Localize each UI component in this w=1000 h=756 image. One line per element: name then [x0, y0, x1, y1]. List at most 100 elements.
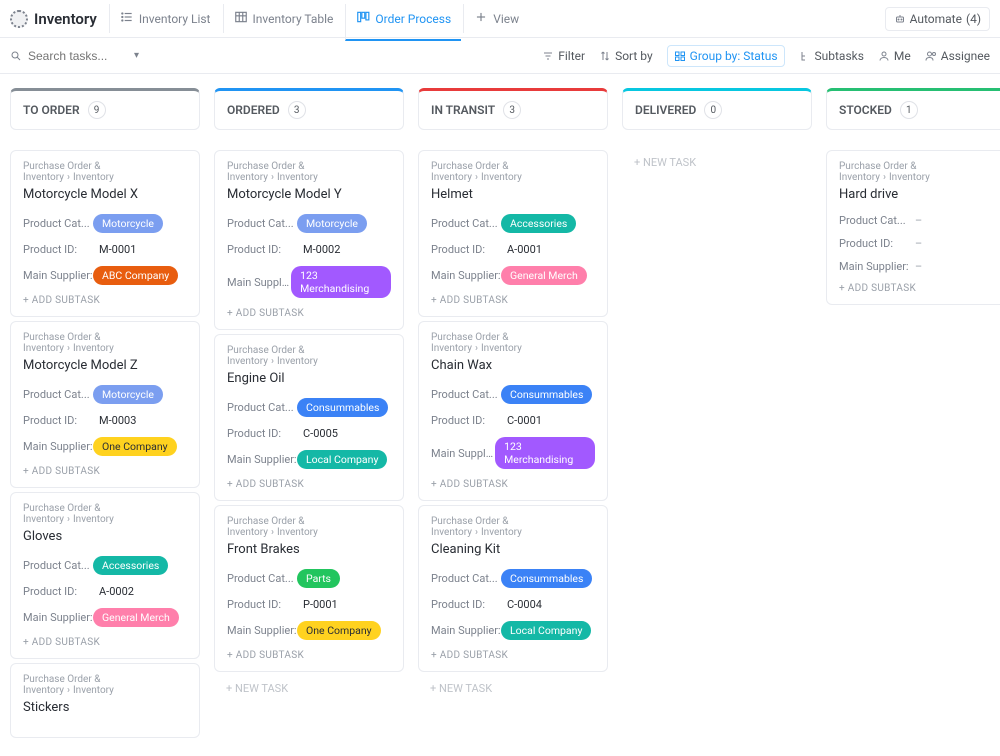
- add-subtask-button[interactable]: + ADD SUBTASK: [23, 466, 187, 477]
- assignee-icon: [925, 50, 937, 62]
- task-card[interactable]: Purchase Order & Inventory›InventoryMoto…: [10, 321, 200, 488]
- field-label: Product Cat...: [23, 559, 93, 572]
- column-header[interactable]: ORDERED3: [214, 88, 404, 130]
- add-subtask-button[interactable]: + ADD SUBTASK: [431, 650, 595, 661]
- field-label: Main Supplier:: [23, 440, 93, 453]
- tab-label: Order Process: [375, 12, 451, 26]
- chevron-down-icon[interactable]: ▾: [134, 50, 139, 61]
- field-label: Main Supplier:: [431, 624, 501, 637]
- tab-view[interactable]: View: [463, 4, 529, 33]
- page-title: Inventory: [34, 10, 97, 28]
- field-label: Main Supplier:: [227, 276, 291, 289]
- search-wrap[interactable]: ▾: [10, 49, 160, 63]
- card-title: Helmet: [431, 187, 595, 202]
- field-label: Product Cat...: [227, 217, 297, 230]
- category-tag: Motorcycle: [297, 214, 367, 233]
- field-label: Product ID:: [839, 237, 909, 250]
- tab-label: Inventory List: [139, 12, 211, 26]
- card-title: Chain Wax: [431, 358, 595, 373]
- assignee-button[interactable]: Assignee: [925, 49, 990, 63]
- new-task-button[interactable]: + NEW TASK: [214, 676, 404, 701]
- field-label: Product Cat...: [431, 572, 501, 585]
- field-value: –: [909, 214, 922, 227]
- product-id: M-0003: [93, 414, 136, 427]
- card-title: Hard drive: [839, 187, 1000, 202]
- tab-label: View: [493, 12, 519, 26]
- add-subtask-button[interactable]: + ADD SUBTASK: [839, 283, 1000, 294]
- filter-button[interactable]: Filter: [542, 49, 585, 63]
- category-tag: Parts: [297, 569, 340, 588]
- breadcrumb: Purchase Order & Inventory›Inventory: [227, 161, 391, 183]
- field-label: Main Supplier:: [227, 624, 297, 637]
- subtasks-button[interactable]: Subtasks: [799, 49, 864, 63]
- column-header[interactable]: IN TRANSIT3: [418, 88, 608, 130]
- task-card[interactable]: Purchase Order & Inventory›InventoryHard…: [826, 150, 1000, 305]
- new-task-button[interactable]: + NEW TASK: [418, 676, 608, 701]
- tab-inventory-table[interactable]: Inventory Table: [223, 4, 344, 33]
- tab-order-process[interactable]: Order Process: [345, 4, 461, 41]
- me-button[interactable]: Me: [878, 49, 911, 63]
- column-count: 0: [704, 101, 722, 119]
- person-icon: [878, 50, 890, 62]
- column-header[interactable]: STOCKED1: [826, 88, 1000, 130]
- groupby-button[interactable]: Group by: Status: [667, 45, 785, 67]
- robot-icon: [894, 13, 906, 25]
- column-to-order: TO ORDER9 Purchase Order & Inventory›Inve…: [10, 88, 200, 742]
- search-input[interactable]: [28, 49, 128, 63]
- add-subtask-button[interactable]: + ADD SUBTASK: [431, 479, 595, 490]
- card-title: Gloves: [23, 529, 187, 544]
- field-label: Main Supplier:: [839, 260, 909, 273]
- product-id: M-0002: [297, 243, 340, 256]
- add-subtask-button[interactable]: + ADD SUBTASK: [227, 308, 391, 319]
- column-header[interactable]: TO ORDER9: [10, 88, 200, 130]
- supplier-tag: Local Company: [501, 621, 591, 640]
- column-stocked: STOCKED1 Purchase Order & Inventory›Inven…: [826, 88, 1000, 742]
- task-card[interactable]: Purchase Order & Inventory›InventoryGlov…: [10, 492, 200, 659]
- add-subtask-button[interactable]: + ADD SUBTASK: [227, 650, 391, 661]
- category-tag: Accessories: [501, 214, 576, 233]
- card-title: Stickers: [23, 700, 187, 715]
- field-label: Product Cat...: [431, 217, 501, 230]
- add-subtask-button[interactable]: + ADD SUBTASK: [227, 479, 391, 490]
- sortby-button[interactable]: Sort by: [599, 49, 653, 63]
- category-tag: Accessories: [93, 556, 168, 575]
- filter-icon: [542, 50, 554, 62]
- column-header[interactable]: DELIVERED0: [622, 88, 812, 130]
- column-count: 1: [900, 101, 918, 119]
- field-label: Product ID:: [431, 414, 501, 427]
- tab-inventory-list[interactable]: Inventory List: [109, 4, 221, 33]
- task-card[interactable]: Purchase Order & Inventory›InventoryStic…: [10, 663, 200, 738]
- product-id: C-0001: [501, 414, 542, 427]
- field-label: Product ID:: [227, 598, 297, 611]
- product-id: M-0001: [93, 243, 136, 256]
- task-card[interactable]: Purchase Order & Inventory›InventoryEngi…: [214, 334, 404, 501]
- card-title: Motorcycle Model X: [23, 187, 187, 202]
- supplier-tag: 123 Merchandising: [291, 266, 391, 298]
- field-label: Product Cat...: [227, 401, 297, 414]
- add-subtask-button[interactable]: + ADD SUBTASK: [431, 295, 595, 306]
- field-label: Main Supplier:: [227, 453, 297, 466]
- breadcrumb: Purchase Order & Inventory›Inventory: [227, 516, 391, 538]
- topbar: Inventory Inventory List Inventory Table O…: [0, 0, 1000, 38]
- task-card[interactable]: Purchase Order & Inventory›InventoryHelm…: [418, 150, 608, 317]
- task-card[interactable]: Purchase Order & Inventory›InventoryFron…: [214, 505, 404, 672]
- automate-button[interactable]: Automate (4): [885, 7, 990, 31]
- breadcrumb: Purchase Order & Inventory›Inventory: [23, 161, 187, 183]
- product-id: A-0002: [93, 585, 134, 598]
- column-ordered: ORDERED3 Purchase Order & Inventory›Inven…: [214, 88, 404, 742]
- sort-icon: [599, 50, 611, 62]
- supplier-tag: 123 Merchandising: [495, 437, 595, 469]
- task-card[interactable]: Purchase Order & Inventory›InventoryChai…: [418, 321, 608, 501]
- task-card[interactable]: Purchase Order & Inventory›Inventory Moto…: [214, 150, 404, 330]
- new-task-button[interactable]: + NEW TASK: [622, 150, 812, 175]
- column-in-transit: IN TRANSIT3 Purchase Order & Inventory›In…: [418, 88, 608, 742]
- field-label: Product ID:: [431, 598, 501, 611]
- add-subtask-button[interactable]: + ADD SUBTASK: [23, 637, 187, 648]
- breadcrumb: Purchase Order & Inventory›Inventory: [227, 345, 391, 367]
- task-card[interactable]: Purchase Order & Inventory›InventoryClea…: [418, 505, 608, 672]
- column-delivered: DELIVERED0 + NEW TASK: [622, 88, 812, 742]
- card-title: Motorcycle Model Z: [23, 358, 187, 373]
- supplier-tag: General Merch: [501, 266, 587, 285]
- task-card[interactable]: Purchase Order & Inventory›Inventory Moto…: [10, 150, 200, 317]
- add-subtask-button[interactable]: + ADD SUBTASK: [23, 295, 187, 306]
